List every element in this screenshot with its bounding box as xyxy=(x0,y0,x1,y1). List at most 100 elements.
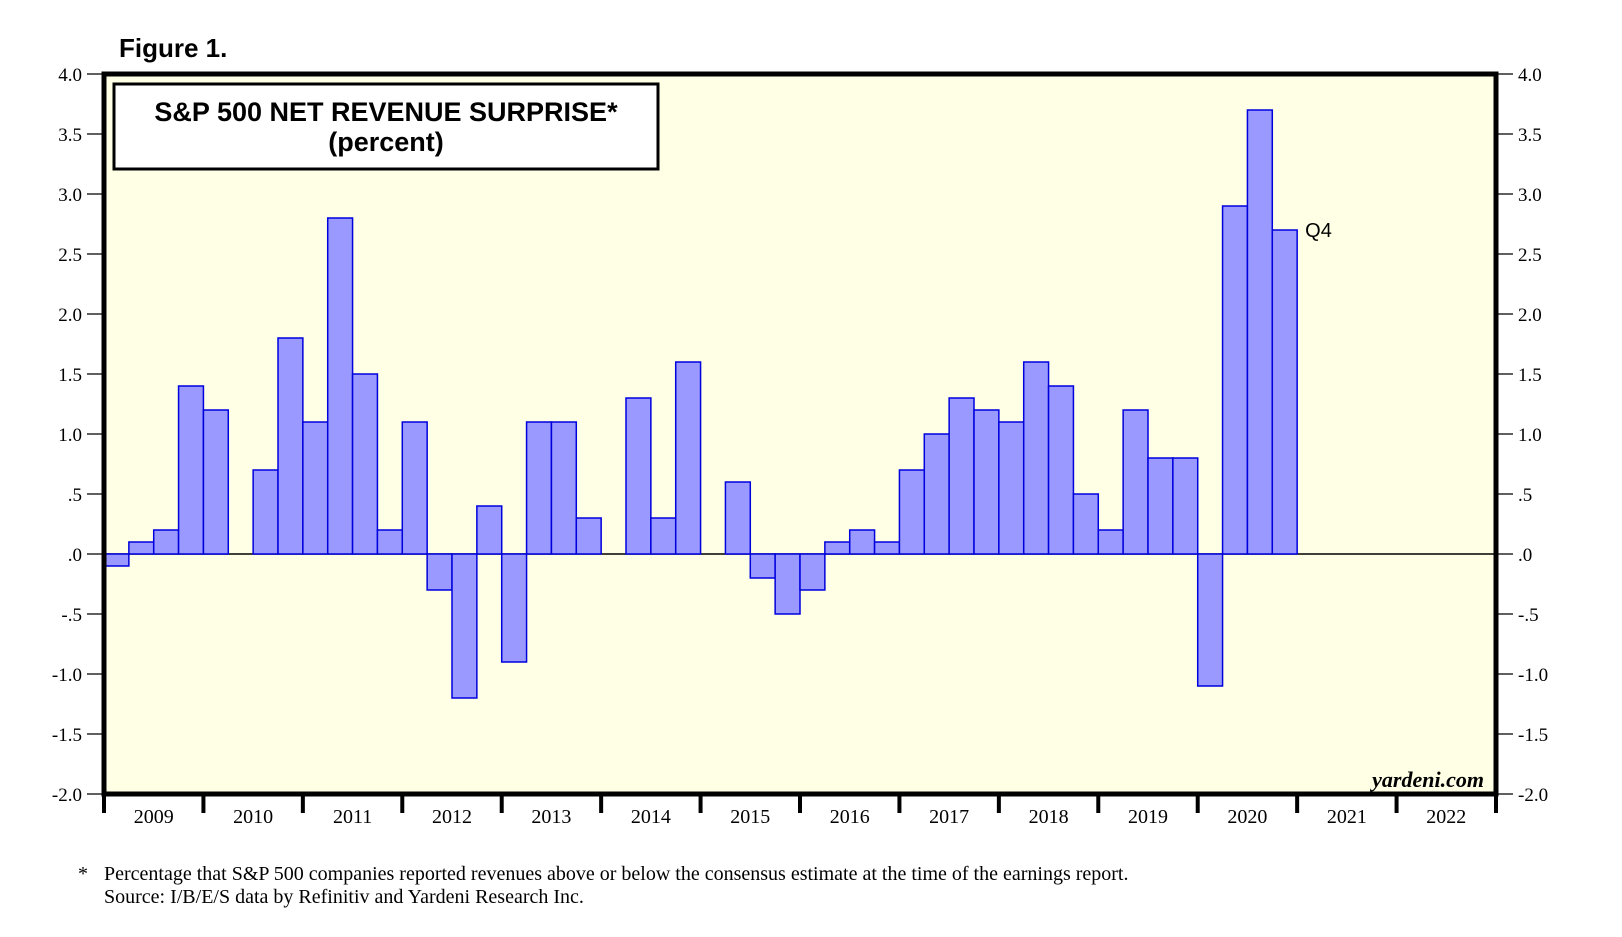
x-year-label: 2018 xyxy=(1029,806,1069,828)
y-tick-label-right: -2.0 xyxy=(1518,785,1548,806)
x-year-label: 2017 xyxy=(929,806,969,828)
bar-2009-q4 xyxy=(177,385,205,555)
footnote-definition: Percentage that S&P 500 companies report… xyxy=(104,863,1129,885)
footnote-marker: * xyxy=(78,863,88,885)
bar-2012-q4 xyxy=(476,505,503,555)
x-year-label: 2021 xyxy=(1327,806,1367,828)
bar-2015-q2 xyxy=(724,481,752,555)
y-tick-label-right: 2.0 xyxy=(1518,305,1542,326)
y-tick-label-right: 4.0 xyxy=(1518,65,1542,86)
x-year-label: 2010 xyxy=(233,806,273,828)
x-year-label: 2019 xyxy=(1128,806,1168,828)
y-tick-label-left: .5 xyxy=(68,485,82,506)
x-year-label: 2012 xyxy=(432,806,472,828)
y-tick-label-left: 2.5 xyxy=(58,245,82,266)
annotation-q4: Q4 xyxy=(1305,220,1332,242)
bar-2016-q3 xyxy=(848,529,876,555)
bar-2020-q2 xyxy=(1221,205,1249,555)
footnote-source: Source: I/B/E/S data by Refinitiv and Ya… xyxy=(104,886,584,908)
bar-2010-q3 xyxy=(252,469,279,555)
bar-2012-q1 xyxy=(401,421,428,555)
bar-2017-q2 xyxy=(923,433,950,555)
bar-2019-q4 xyxy=(1172,457,1199,555)
bar-2012-q3 xyxy=(451,553,478,699)
y-tick-label-right: 3.0 xyxy=(1518,185,1542,206)
y-tick-label-right: 2.5 xyxy=(1518,245,1542,266)
bar-2011-q2 xyxy=(326,217,354,555)
bar-2012-q2 xyxy=(426,553,453,591)
y-tick-label-right: -.5 xyxy=(1518,605,1539,626)
bar-2017-q4 xyxy=(973,409,1000,555)
bars-group xyxy=(103,109,1298,699)
title-box-border xyxy=(112,82,660,171)
bar-2018-q4 xyxy=(1072,493,1100,555)
y-tick-label-left: -1.0 xyxy=(52,665,82,686)
bar-2010-q4 xyxy=(277,337,304,555)
bar-2011-q1 xyxy=(302,421,329,555)
bar-2017-q1 xyxy=(898,469,926,555)
chart-subtitle: (percent) xyxy=(328,127,444,157)
y-tick-label-left: -2.0 xyxy=(52,785,82,806)
bar-2016-q1 xyxy=(799,553,826,591)
y-tick-label-right: .5 xyxy=(1518,485,1532,506)
y-axis-right: 4.0 3.5 3.0 2.5 2.0 1.5 1.0 .5 .0 -.5 -1.0 -1.5 -2.0 xyxy=(1496,65,1548,806)
y-tick-label-left: .0 xyxy=(68,545,82,566)
x-year-label: 2009 xyxy=(134,806,174,828)
bar-2019-q3 xyxy=(1147,457,1174,555)
bar-2014-q2 xyxy=(625,397,652,555)
y-tick-label-right: .0 xyxy=(1518,545,1532,566)
bar-2016-q4 xyxy=(873,541,901,555)
y-tick-label-left: 3.5 xyxy=(58,125,82,146)
y-tick-label-right: -1.0 xyxy=(1518,665,1548,686)
bar-2020-q3 xyxy=(1246,109,1274,555)
bar-2013-q1 xyxy=(500,553,528,663)
bar-2018-q1 xyxy=(998,421,1025,555)
bar-2011-q4 xyxy=(376,529,404,555)
bar-2009-q2 xyxy=(128,541,155,555)
bar-2017-q3 xyxy=(948,397,975,555)
bar-2014-q4 xyxy=(674,361,702,555)
y-tick-label-left: 3.0 xyxy=(58,185,82,206)
x-year-label: 2020 xyxy=(1227,806,1267,828)
y-tick-label-right: -1.5 xyxy=(1518,725,1548,746)
title-box: S&P 500 NET REVENUE SURPRISE* (percent) xyxy=(112,82,660,171)
bar-2015-q3 xyxy=(749,553,776,579)
bar-2015-q4 xyxy=(774,553,801,615)
bar-2018-q2 xyxy=(1022,361,1050,555)
bar-2020-q4 xyxy=(1271,229,1298,555)
bar-2020-q1 xyxy=(1196,553,1224,687)
brand-watermark: yardeni.com xyxy=(1369,767,1484,792)
x-year-label: 2011 xyxy=(333,806,372,828)
x-year-label: 2014 xyxy=(631,806,671,828)
bar-2019-q2 xyxy=(1122,409,1149,555)
y-tick-label-left: 2.0 xyxy=(58,305,82,326)
bar-2014-q3 xyxy=(650,517,677,555)
y-axis-left: 4.0 3.5 3.0 2.5 2.0 1.5 1.0 .5 .0 -.5 -1.0 -1.5 -2.0 xyxy=(52,65,104,806)
y-tick-label-left: 4.0 xyxy=(58,65,82,86)
bar-2009-q3 xyxy=(152,529,180,555)
figure-label: Figure 1. xyxy=(119,33,227,63)
bar-2013-q2 xyxy=(525,421,553,555)
y-tick-label-left: 1.0 xyxy=(58,425,82,446)
bar-2018-q3 xyxy=(1047,385,1075,555)
y-tick-label-right: 3.5 xyxy=(1518,125,1542,146)
y-tick-label-left: -1.5 xyxy=(52,725,82,746)
x-year-label: 2013 xyxy=(531,806,571,828)
y-tick-label-left: -.5 xyxy=(61,605,82,626)
bar-2013-q4 xyxy=(575,517,602,555)
bar-2019-q1 xyxy=(1097,529,1124,555)
bar-2016-q2 xyxy=(824,541,851,555)
y-tick-label-right: 1.0 xyxy=(1518,425,1542,446)
x-year-label: 2015 xyxy=(730,806,770,828)
x-year-label: 2022 xyxy=(1426,806,1466,828)
x-year-label: 2016 xyxy=(830,806,870,828)
y-tick-label-left: 1.5 xyxy=(58,365,82,386)
bar-2011-q3 xyxy=(351,373,379,555)
bar-2010-q1 xyxy=(202,409,230,555)
chart-title: S&P 500 NET REVENUE SURPRISE* xyxy=(154,97,618,127)
y-tick-label-right: 1.5 xyxy=(1518,365,1542,386)
bar-2009-q1 xyxy=(103,553,130,567)
x-axis: 2009 2010 2011 2012 2013 2014 2015 2016 2017 2018… xyxy=(102,794,1498,828)
bar-2013-q3 xyxy=(550,421,578,555)
